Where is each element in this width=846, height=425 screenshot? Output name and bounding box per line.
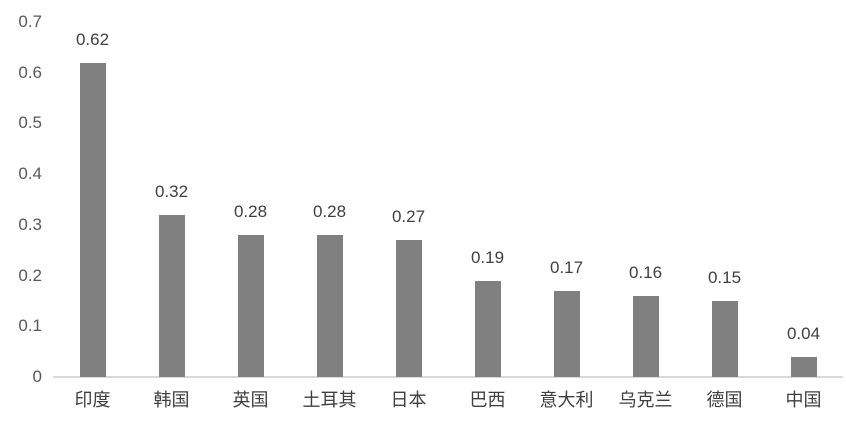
bar xyxy=(711,300,738,377)
bar xyxy=(395,240,422,377)
y-tick-label: 0.4 xyxy=(18,164,42,184)
y-tick-label: 0.7 xyxy=(18,12,42,31)
x-axis-line xyxy=(53,376,843,378)
x-category-label: 中国 xyxy=(785,390,822,410)
bar xyxy=(553,290,580,377)
x-category-label: 乌克兰 xyxy=(618,390,673,410)
y-tick-label: 0.5 xyxy=(18,113,42,133)
bar xyxy=(316,235,343,377)
bar-value-label: 0.15 xyxy=(707,267,742,287)
bar-value-label: 0.28 xyxy=(312,202,347,221)
bar xyxy=(790,356,817,377)
bar-value-label: 0.28 xyxy=(233,202,268,221)
x-category-label: 日本 xyxy=(390,390,427,410)
bar-value-label: 0.16 xyxy=(628,262,663,282)
x-category-label: 英国 xyxy=(232,390,269,410)
bar-value-label: 0.27 xyxy=(391,207,426,227)
bar-value-label: 0.62 xyxy=(75,29,110,49)
x-category-label: 巴西 xyxy=(469,390,506,410)
x-category-label: 印度 xyxy=(74,390,111,410)
x-category-label: 德国 xyxy=(706,390,743,410)
bar-value-label: 0.04 xyxy=(786,323,821,343)
bar xyxy=(237,235,264,377)
bar xyxy=(158,214,185,377)
bar xyxy=(474,280,501,377)
bar-value-label: 0.32 xyxy=(154,181,189,201)
y-tick-label: 0.2 xyxy=(18,265,42,285)
x-category-label: 土耳其 xyxy=(302,390,357,410)
y-tick-label: 0.1 xyxy=(18,316,42,336)
y-tick-label: 0 xyxy=(32,367,42,386)
bar xyxy=(632,295,659,377)
x-category-label: 意大利 xyxy=(539,390,594,410)
bar-value-label: 0.17 xyxy=(549,257,584,277)
y-tick-label: 0.6 xyxy=(18,62,42,82)
bar-value-label: 0.19 xyxy=(470,247,505,267)
x-category-label: 韩国 xyxy=(153,390,190,410)
y-tick-label: 0.3 xyxy=(18,214,42,234)
bar xyxy=(79,62,106,377)
